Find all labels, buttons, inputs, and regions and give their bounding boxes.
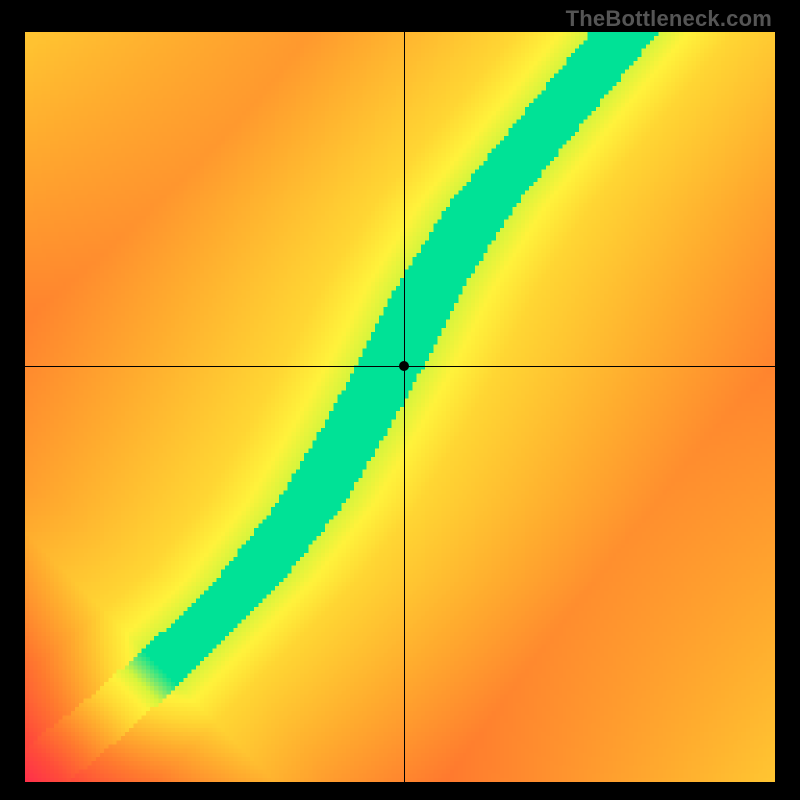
chart-container: TheBottleneck.com bbox=[0, 0, 800, 800]
watermark-label: TheBottleneck.com bbox=[566, 6, 772, 32]
bottleneck-heatmap bbox=[25, 32, 775, 782]
crosshair-vertical bbox=[404, 32, 405, 782]
crosshair-marker-dot bbox=[399, 361, 409, 371]
